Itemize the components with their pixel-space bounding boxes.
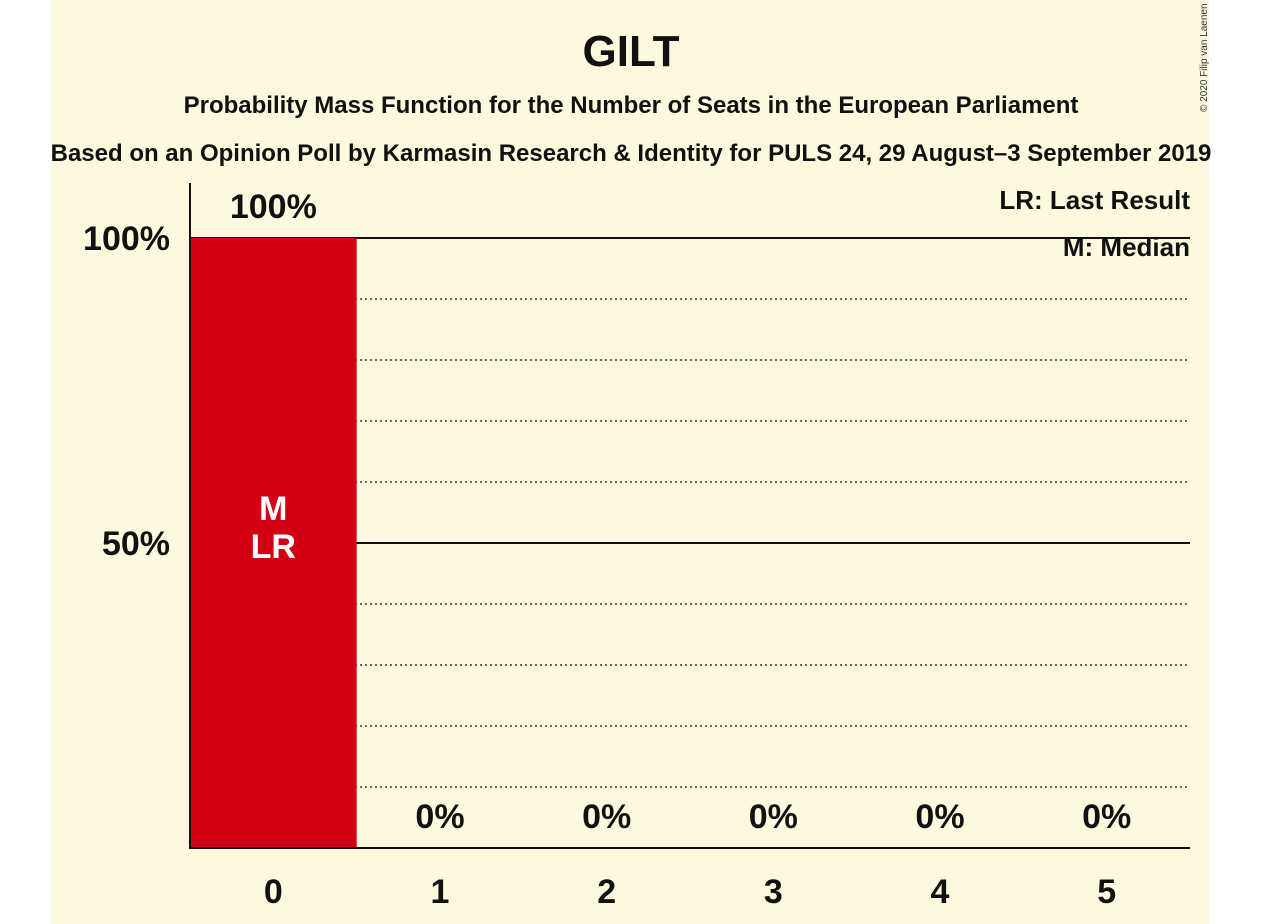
chart-title: GILT	[583, 27, 680, 76]
x-tick-label: 3	[764, 873, 783, 911]
x-tick-label: 0	[264, 873, 283, 911]
x-tick-label: 2	[597, 873, 616, 911]
bar	[190, 238, 357, 848]
chart-subtitle-source: Based on an Opinion Poll by Karmasin Res…	[51, 140, 1212, 167]
data-label: 0%	[582, 798, 631, 836]
data-label: 0%	[415, 798, 464, 836]
y-tick-label: 100%	[83, 220, 170, 258]
legend-entry: LR: Last Result	[999, 185, 1190, 215]
legend: LR: Last Result M: Median	[999, 185, 1190, 262]
legend-entry: M: Median	[1063, 232, 1190, 262]
x-tick-label: 5	[1097, 873, 1116, 911]
median-marker: M	[259, 490, 287, 528]
data-label: 0%	[749, 798, 798, 836]
data-label: 0%	[1082, 798, 1131, 836]
y-tick-label: 50%	[102, 525, 170, 563]
chart-subtitle: Probability Mass Function for the Number…	[184, 92, 1079, 119]
x-tick-label: 4	[931, 873, 950, 911]
copyright-note: © 2020 Filip van Laenen	[1199, 3, 1210, 112]
axes	[189, 183, 1190, 849]
last-result-marker: LR	[251, 528, 296, 566]
data-label: 100%	[230, 188, 317, 226]
bars	[190, 238, 357, 848]
x-tick-label: 1	[431, 873, 450, 911]
data-label: 0%	[915, 798, 964, 836]
